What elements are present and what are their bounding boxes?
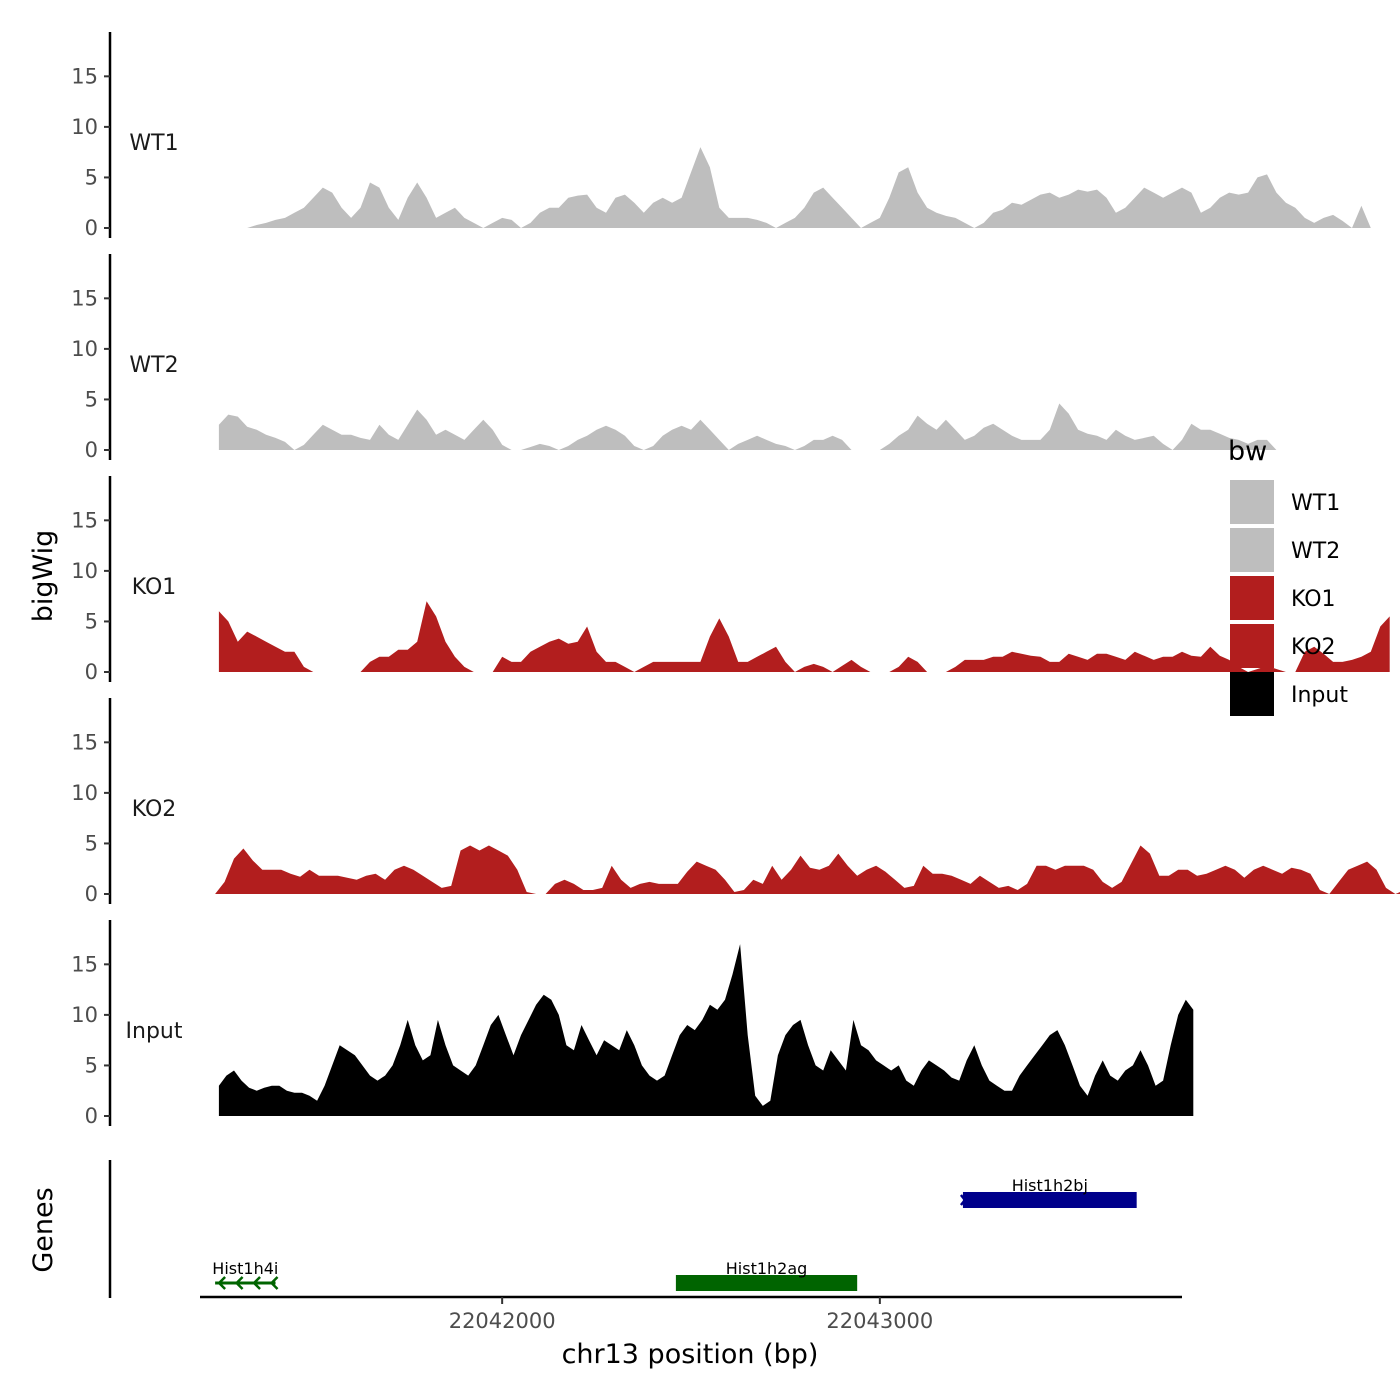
y-tick-label: 5 xyxy=(85,831,98,855)
track-label: KO1 xyxy=(132,575,177,600)
area-input xyxy=(218,944,1194,1116)
y-tick-label: 0 xyxy=(85,438,98,462)
y-tick-label: 0 xyxy=(85,216,98,240)
strand-arrow xyxy=(234,1276,244,1290)
y-tick-label: 15 xyxy=(71,730,98,754)
x-axis: 22042000 22043000 xyxy=(200,1295,1182,1333)
y-tick-label: 15 xyxy=(71,952,98,976)
legend-title: bw xyxy=(1228,436,1267,467)
legend-label: KO2 xyxy=(1291,635,1336,660)
gene-label: Hist1h4i xyxy=(212,1259,278,1278)
y-tick-label: 10 xyxy=(71,559,98,583)
bigwig-tracks: 0 5 10 15 WT1 0 5 10 15 WT2 0 5 10 15 KO1 0 5 10 15 KO2 0 5 10… xyxy=(71,32,1400,1128)
gene-label: Hist1h2bj xyxy=(1012,1176,1088,1195)
strand-arrow xyxy=(252,1276,261,1290)
gene-hist1h2ag: Hist1h2ag xyxy=(675,1259,858,1291)
y-tick-label: 0 xyxy=(85,882,98,906)
x-tick-label: 22043000 xyxy=(826,1309,933,1333)
gene-hist1h2bj: Hist1h2bj xyxy=(959,1176,1137,1208)
area-wt1 xyxy=(237,147,1371,228)
y-tick-label: 10 xyxy=(71,115,98,139)
strand-arrow xyxy=(217,1276,226,1290)
area-wt2 xyxy=(218,403,1277,450)
area-ko1 xyxy=(218,601,1390,672)
y-tick-label: 10 xyxy=(71,337,98,361)
y-tick-label: 10 xyxy=(71,781,98,805)
legend-label: Input xyxy=(1291,683,1348,708)
y-tick-label: 5 xyxy=(85,387,98,411)
legend-swatch-ko2 xyxy=(1230,624,1274,668)
track-ko1: 0 5 10 15 KO1 xyxy=(71,476,1390,684)
genes-panel: Hist1h4i Hist1h2ag Hist1h2bj xyxy=(108,1160,1137,1298)
y-tick-label: 5 xyxy=(85,1053,98,1077)
track-wt1: 0 5 10 15 WT1 xyxy=(71,32,1371,240)
y-tick-label: 5 xyxy=(85,609,98,633)
y-tick-label: 0 xyxy=(85,1104,98,1128)
strand-arrow xyxy=(269,1276,279,1290)
legend-swatch-wt2 xyxy=(1230,528,1274,572)
track-label: KO2 xyxy=(132,797,177,822)
track-wt2: 0 5 10 15 WT2 xyxy=(71,254,1277,462)
y-tick-label: 15 xyxy=(71,286,98,310)
gene-label: Hist1h2ag xyxy=(726,1259,808,1278)
y-axis-title: bigWig xyxy=(28,530,59,623)
y-tick-label: 15 xyxy=(71,64,98,88)
track-label: WT2 xyxy=(129,353,178,378)
legend-label: KO1 xyxy=(1291,587,1336,612)
strand-mark xyxy=(959,1194,970,1206)
gene-body xyxy=(675,1275,858,1291)
genes-axis-title: Genes xyxy=(28,1187,59,1272)
track-input: 0 5 10 15 Input xyxy=(71,920,1194,1128)
track-label: Input xyxy=(126,1019,183,1044)
legend-label: WT1 xyxy=(1291,491,1340,516)
gene-body xyxy=(962,1192,1137,1208)
legend-label: WT2 xyxy=(1291,539,1340,564)
y-tick-label: 0 xyxy=(85,660,98,684)
gene-hist1h4i: Hist1h4i xyxy=(212,1259,279,1290)
legend: bw WT1 WT2 KO1 KO2 Input xyxy=(1228,436,1348,716)
x-tick-label: 22042000 xyxy=(449,1309,556,1333)
y-tick-label: 10 xyxy=(71,1003,98,1027)
legend-swatch-wt1 xyxy=(1230,480,1274,524)
area-ko2 xyxy=(215,845,1400,894)
y-tick-label: 15 xyxy=(71,508,98,532)
track-ko2: 0 5 10 15 KO2 xyxy=(71,698,1400,906)
y-tick-label: 5 xyxy=(85,165,98,189)
track-label: WT1 xyxy=(129,131,178,156)
x-axis-title: chr13 position (bp) xyxy=(562,1339,819,1370)
legend-swatch-ko1 xyxy=(1230,576,1274,620)
legend-swatch-input xyxy=(1230,672,1274,716)
